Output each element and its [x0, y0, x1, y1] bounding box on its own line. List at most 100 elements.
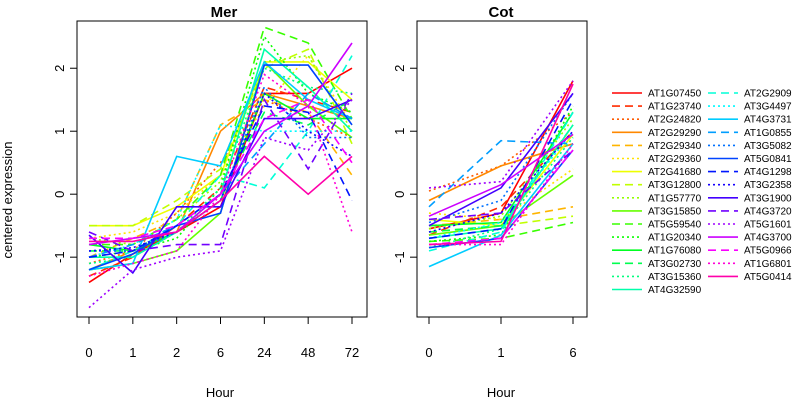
series-lines	[428, 80, 574, 268]
legend-label: AT1G20340	[648, 233, 702, 244]
series-line-at5g1601	[88, 99, 353, 309]
series-line-at5g0414	[89, 155, 353, 243]
legend: AT1G07450 AT1G23740 AT2G24820 AT2G29290 AT2G…	[612, 89, 792, 296]
series-line-at1g6801	[88, 73, 353, 277]
x-tick-label: 24	[257, 345, 271, 360]
y-tick-label: 1	[52, 128, 67, 135]
legend-item: AT3G1900	[708, 193, 792, 204]
series-line-at1g57770	[88, 54, 353, 246]
legend-item: AT5G1601	[708, 220, 792, 231]
legend-item: AT4G1298	[708, 167, 792, 178]
legend-label: AT5G0966	[744, 246, 792, 257]
legend-label: AT5G59540	[648, 220, 702, 231]
legend-item: AT1G0855	[708, 128, 792, 139]
legend-item: AT5G0841	[708, 154, 792, 165]
legend-label: AT3G1900	[744, 193, 792, 204]
legend-item: AT5G59540	[612, 220, 702, 231]
x-tick-label: 48	[301, 345, 315, 360]
series-line-at4g3720	[428, 149, 574, 221]
series-line-at4g3700	[428, 133, 574, 217]
legend-label: AT3G15850	[648, 206, 702, 217]
legend-label: AT3G2358	[744, 180, 792, 191]
legend-item: AT4G32590	[612, 285, 702, 296]
y-tick-label: -1	[392, 251, 407, 263]
x-tick-label: 6	[217, 345, 224, 360]
legend-label: AT1G6801	[744, 259, 792, 270]
x-tick-label: 2	[173, 345, 180, 360]
legend-label: AT2G24820	[648, 115, 702, 126]
series-line-at1g76080	[428, 111, 574, 227]
series-line-at4g1298	[88, 105, 353, 258]
x-tick-label: 0	[85, 345, 92, 360]
legend-label: AT2G29340	[648, 141, 702, 152]
legend-item: AT3G15850	[612, 206, 702, 217]
legend-label: AT5G0414	[744, 272, 792, 283]
legend-label: AT1G76080	[648, 246, 702, 257]
legend-label: AT5G0841	[744, 154, 792, 165]
y-tick-label: 2	[52, 65, 67, 72]
x-axis: 0 1 6	[425, 317, 577, 360]
legend-item: AT2G29340	[612, 141, 702, 152]
legend-label: AT3G5082	[744, 141, 792, 152]
legend-label: AT2G41680	[648, 167, 702, 178]
legend-label: AT4G32590	[648, 285, 702, 296]
legend-label: AT3G12800	[648, 180, 702, 191]
series-line-at4g1298	[428, 99, 574, 240]
x-tick-label: 6	[569, 345, 576, 360]
legend-item: AT2G29360	[612, 154, 702, 165]
series-line-at5g0414	[428, 83, 574, 246]
plot-frame	[416, 20, 588, 318]
legend-item: AT2G24820	[612, 115, 702, 126]
legend-label: AT1G0855	[744, 128, 792, 139]
y-tick-label: 2	[392, 65, 407, 72]
series-line-at4g3720	[88, 92, 353, 252]
x-tick-label: 1	[129, 345, 136, 360]
series-line-at3g5082	[428, 92, 574, 224]
legend-label: AT4G3720	[744, 206, 792, 217]
legend-item: AT5G0966	[708, 246, 792, 257]
x-axis: 0 1 2 6 24 48 72	[85, 317, 359, 360]
legend-item: AT3G4497	[708, 102, 792, 113]
legend-label: AT4G3700	[744, 233, 792, 244]
plot-frame	[76, 20, 368, 318]
legend-item: AT1G07450	[612, 89, 702, 100]
legend-label: AT1G07450	[648, 89, 702, 100]
legend-label: AT3G15360	[648, 272, 702, 283]
series-line-at3g1900	[88, 98, 353, 275]
series-line-at1g6801	[429, 143, 574, 246]
legend-label: AT1G23740	[648, 102, 702, 113]
y-tick-label: 0	[52, 191, 67, 198]
legend-label: AT4G1298	[744, 167, 792, 178]
y-tick-label: -1	[52, 251, 67, 263]
series-line-at1g23740	[88, 86, 353, 277]
legend-label: AT1G57770	[648, 193, 702, 204]
x-tick-label: 72	[345, 345, 359, 360]
series-line-at5g0966	[428, 149, 574, 246]
legend-item: AT3G5082	[708, 141, 792, 152]
x-axis-label: Hour	[487, 385, 516, 400]
legend-item: AT2G41680	[612, 167, 702, 178]
legend-item: AT1G20340	[612, 233, 702, 244]
series-line-at4g3731	[428, 143, 574, 268]
x-tick-label: 1	[497, 345, 504, 360]
legend-label: AT3G02730	[648, 259, 702, 270]
series-line-at3g12800	[89, 48, 353, 227]
y-axis-label: centered expression	[0, 141, 15, 258]
panel-title: Mer	[211, 4, 238, 21]
series-line-at5g0841	[88, 64, 353, 271]
legend-item: AT3G15360	[612, 272, 702, 283]
legend-label: AT2G29290	[648, 128, 702, 139]
series-line-at3g4497	[428, 130, 574, 240]
legend-item: AT3G12800	[612, 180, 702, 191]
legend-item: AT5G0414	[708, 272, 792, 283]
y-axis: -1 0 1 2	[52, 65, 77, 263]
legend-item: AT4G3720	[708, 206, 792, 217]
y-axis: -1 0 1 2	[392, 65, 417, 263]
legend-item: AT1G23740	[612, 102, 702, 113]
series-line-at5g0966	[89, 98, 353, 240]
legend-item: AT4G3731	[708, 115, 792, 126]
x-axis-label: Hour	[206, 385, 235, 400]
series-line-at3g1900	[428, 92, 574, 227]
series-line-at2g29360	[428, 168, 574, 221]
